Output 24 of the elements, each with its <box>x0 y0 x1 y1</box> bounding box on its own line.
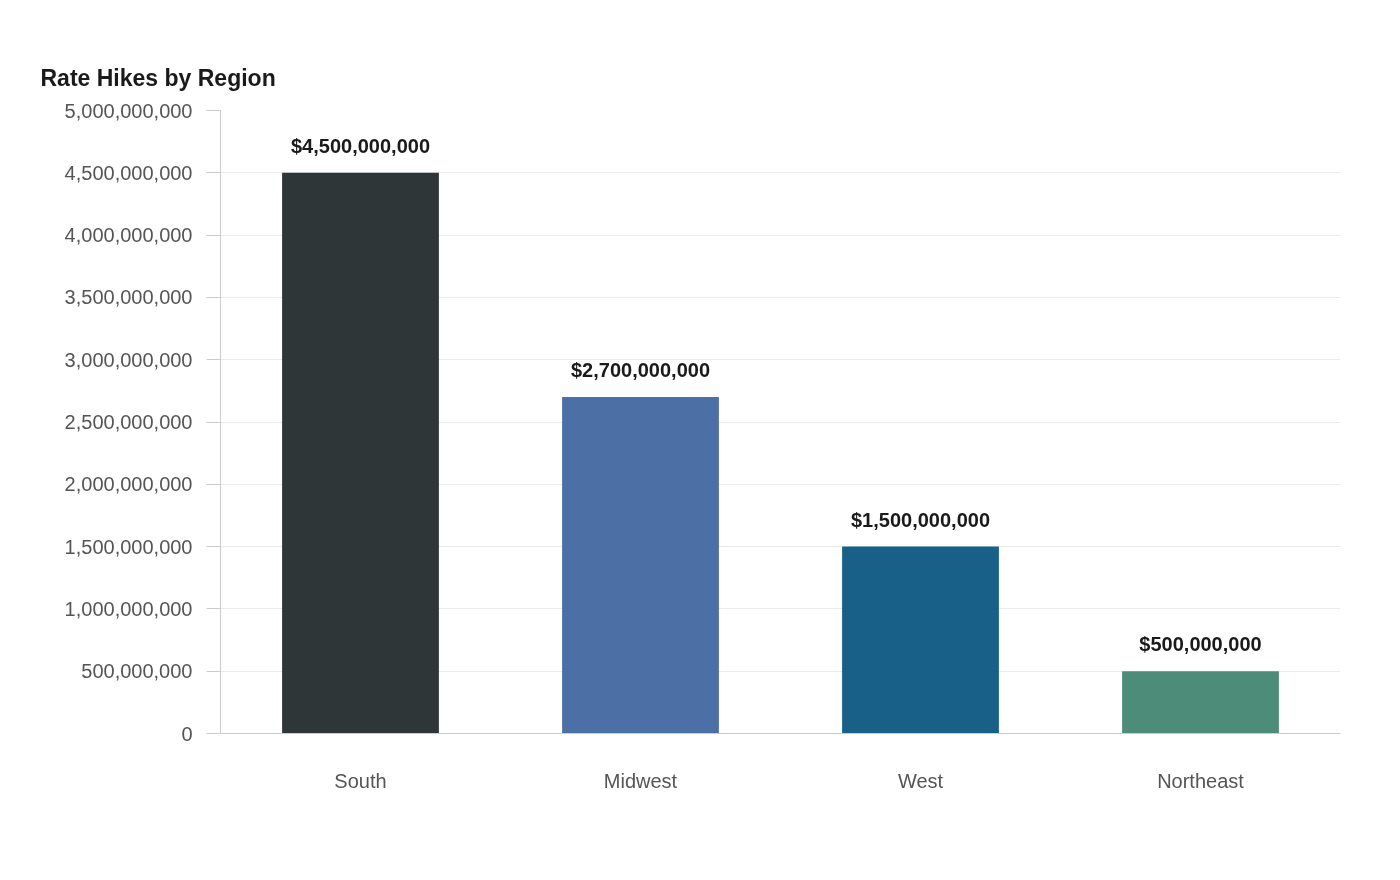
x-tick-label: Northeast <box>1157 769 1245 792</box>
data-label: $4,500,000,000 <box>290 134 431 157</box>
y-tick-label: 0 <box>181 722 193 745</box>
data-label: $1,500,000,000 <box>850 508 991 531</box>
x-tick-label: South <box>334 769 387 792</box>
bar <box>842 546 999 734</box>
x-tick-label: West <box>897 769 944 792</box>
y-tick-label: 3,000,000,000 <box>64 348 193 371</box>
y-tick-label: 5,000,000,000 <box>64 99 193 122</box>
x-tick-label: Midwest <box>603 769 678 792</box>
bar <box>1122 671 1279 734</box>
bar <box>562 397 719 734</box>
y-tick-label: 4,000,000,000 <box>64 224 193 247</box>
data-label: $500,000,000 <box>1139 633 1262 656</box>
y-tick-label: 2,500,000,000 <box>64 411 193 433</box>
bar <box>282 172 439 734</box>
chart-title: Rate Hikes by Region <box>40 64 276 91</box>
y-tick-label: 3,500,000,000 <box>64 286 193 309</box>
y-tick-label: 4,500,000,000 <box>64 161 193 184</box>
y-tick-label: 1,000,000,000 <box>64 597 193 620</box>
data-label: $2,700,000,000 <box>570 359 711 382</box>
y-tick-label: 2,000,000,000 <box>64 473 193 496</box>
y-tick-label: 1,500,000,000 <box>64 535 193 558</box>
y-tick-label: 500,000,000 <box>81 660 193 683</box>
